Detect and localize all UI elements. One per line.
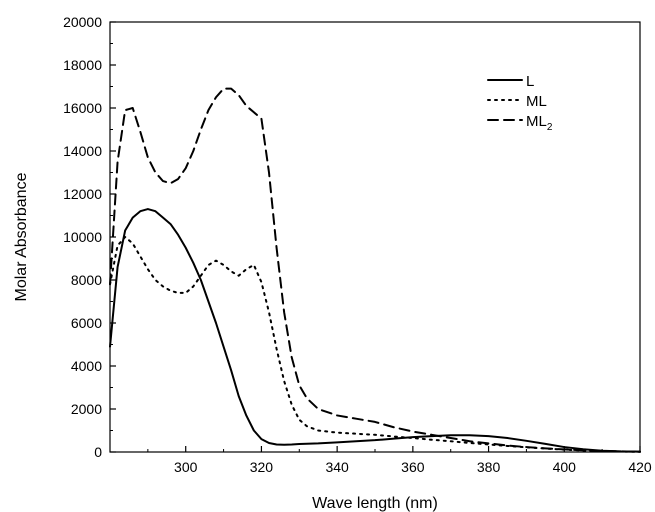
series-line-2 (109, 87, 641, 453)
y-axis-title: Molar Absorbance (13, 172, 30, 301)
y-tick-label: 20000 (63, 14, 102, 30)
x-tick-label: 360 (401, 459, 425, 475)
y-axis: 0 2000 4000 6000 8000 10000 12000 14000 16000 180… (63, 14, 116, 460)
x-tick-label: 400 (553, 459, 577, 475)
x-tick-label: 320 (250, 459, 274, 475)
plot-area (109, 87, 641, 453)
plot-frame (109, 21, 641, 453)
y-tick-label: 18000 (63, 57, 102, 73)
y-tick-label: 8000 (71, 272, 102, 288)
x-tick-label: 420 (628, 459, 652, 475)
series-line-1 (109, 236, 641, 453)
y-tick-label: 2000 (71, 401, 102, 417)
y-tick-label: 14000 (63, 143, 102, 159)
legend-label-0: L (526, 73, 534, 90)
y-tick-label: 10000 (63, 229, 102, 245)
y-tick-label: 6000 (71, 315, 102, 331)
legend-label-subscript: 2 (547, 122, 553, 133)
y-tick-label: 0 (94, 444, 102, 460)
series-line-0 (109, 208, 641, 453)
y-tick-label: 16000 (63, 100, 102, 116)
legend-label-2: ML2 (526, 113, 553, 133)
legend-label-text: ML (526, 113, 547, 130)
x-tick-label: 340 (325, 459, 349, 475)
y-tick-label: 12000 (63, 186, 102, 202)
y-tick-label: 4000 (71, 358, 102, 374)
x-tick-label: 300 (174, 459, 198, 475)
legend-label-text: ML (526, 93, 547, 110)
legend-label-text: L (526, 73, 534, 90)
x-tick-label: 380 (477, 459, 501, 475)
x-axis: 300 320 340 360 380 400 420 (147, 446, 652, 475)
legend-label-1: ML (526, 93, 547, 110)
x-axis-title: Wave length (nm) (312, 495, 438, 512)
